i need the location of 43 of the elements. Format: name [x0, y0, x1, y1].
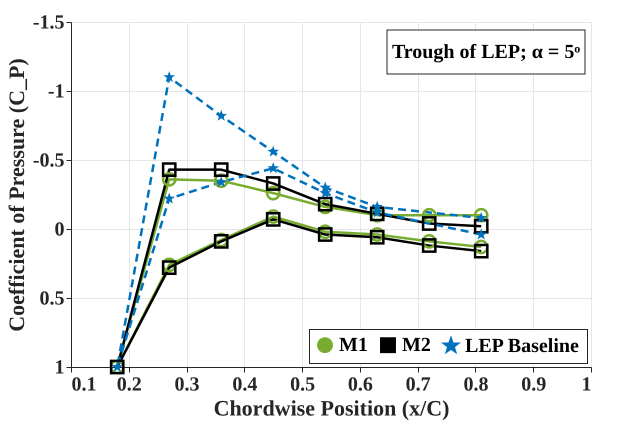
- point: [318, 196, 333, 212]
- y-axis-title: Coefficient of Pressure (C_P): [4, 58, 29, 332]
- x-tick-label: 0.2: [116, 374, 142, 396]
- x-tick-label: 1: [582, 374, 592, 396]
- x-axis-title: Chordwise Position (x/C): [214, 396, 450, 420]
- y-tick-label: 1: [54, 356, 64, 378]
- y-tick-label: 0: [54, 218, 64, 240]
- point: [162, 162, 177, 178]
- legend-label: LEP Baseline: [465, 334, 580, 357]
- point: [266, 176, 281, 191]
- x-tick-label: 0.8: [463, 374, 488, 396]
- legend-label: M1: [339, 334, 368, 356]
- point: [162, 260, 177, 276]
- point: [474, 218, 489, 234]
- point: [266, 212, 281, 227]
- x-tick-label: 0.9: [521, 374, 546, 396]
- y-tick-label: -0.5: [32, 150, 64, 172]
- point: [475, 228, 488, 240]
- point: [474, 244, 489, 258]
- point: [267, 146, 280, 157]
- point: [215, 110, 228, 121]
- point: [214, 162, 229, 178]
- point: [422, 238, 437, 253]
- annotation: Trough of LEP; α = 5ᵒ: [392, 41, 580, 63]
- y-tick-label: -1.5: [32, 12, 64, 34]
- point: [163, 71, 176, 82]
- legend-label: M2: [402, 334, 431, 356]
- point: [370, 230, 385, 245]
- x-tick-label: 0.1: [72, 374, 96, 396]
- point: [319, 181, 332, 193]
- x-tick-label: 0.7: [406, 374, 431, 396]
- point: [267, 162, 280, 174]
- point: [475, 212, 488, 223]
- x-tick-label: 0.5: [290, 374, 316, 396]
- point: [163, 192, 176, 204]
- point: [371, 200, 384, 212]
- x-tick-label: 0.6: [348, 374, 373, 396]
- point: [422, 216, 437, 231]
- point: [318, 227, 333, 242]
- y-tick-label: 0.5: [40, 288, 64, 310]
- y-tick-label: -1: [48, 80, 64, 102]
- x-tick-label: 0.4: [232, 374, 258, 396]
- x-tick-label: 0.3: [174, 374, 200, 396]
